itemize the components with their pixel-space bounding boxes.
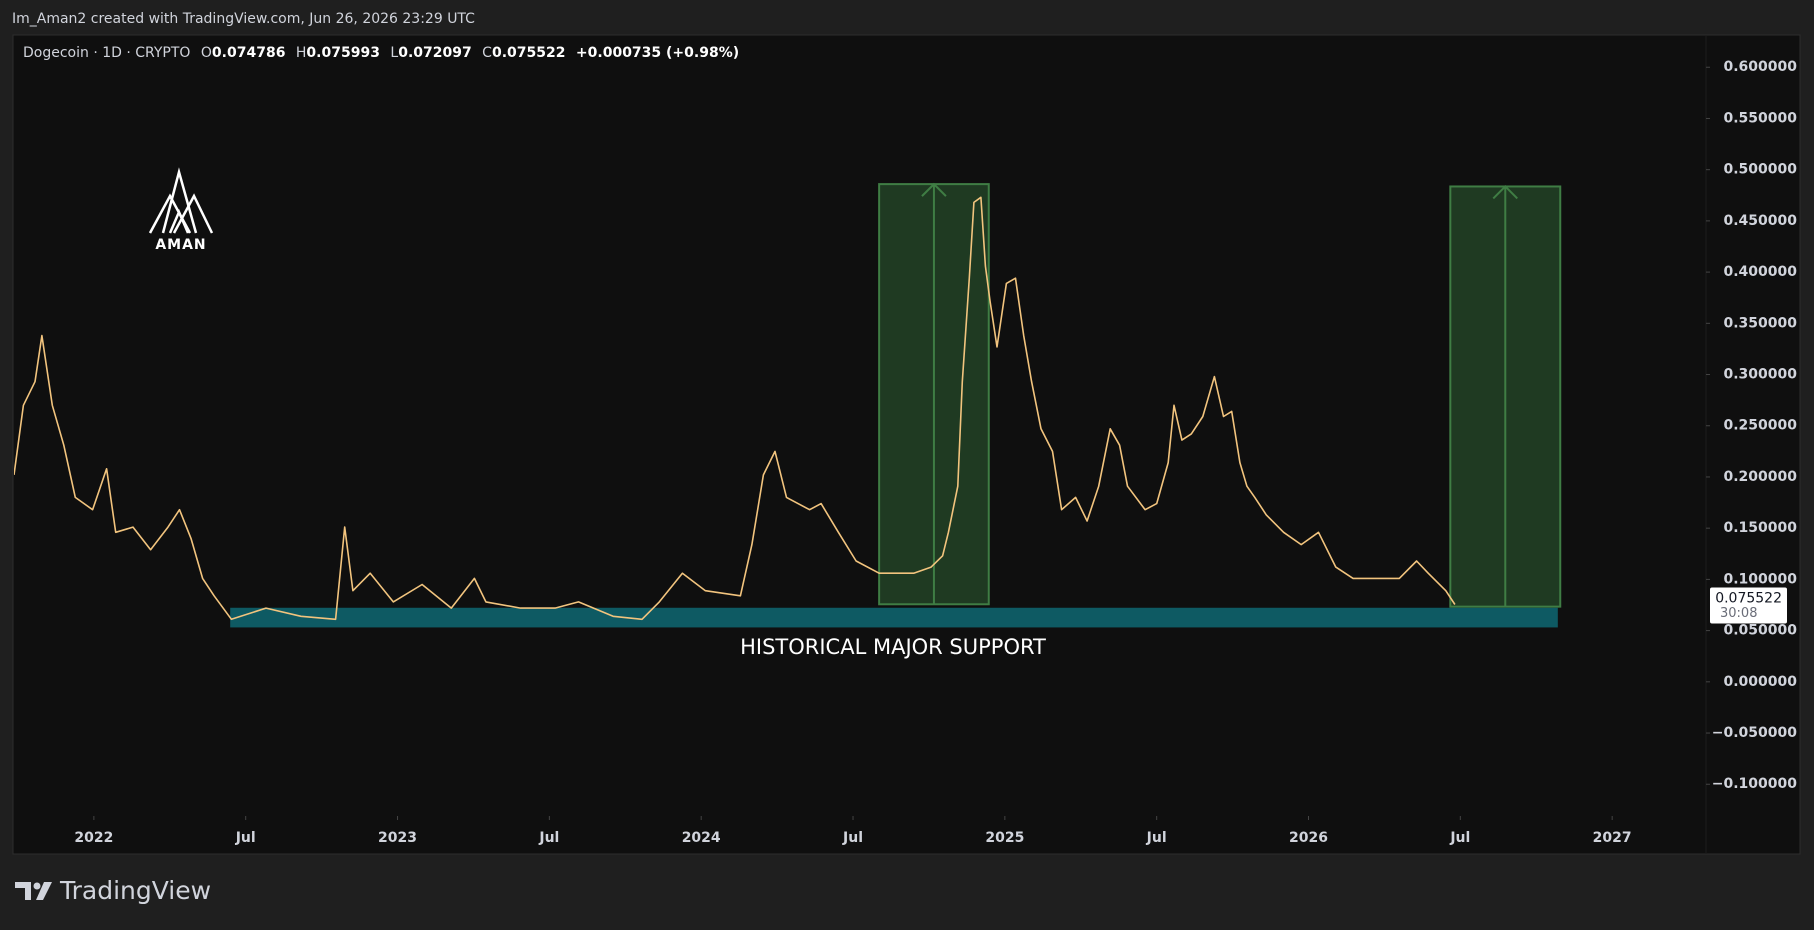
- x-tick-label: 2022: [74, 830, 113, 846]
- y-tick-label: 0.550000: [1723, 110, 1797, 126]
- ohlc-label: L: [390, 45, 398, 61]
- change: +0.000735 (+0.98%): [576, 45, 739, 61]
- logo-shape: [168, 208, 190, 234]
- ohlc-label: H: [296, 45, 307, 61]
- legend: Dogecoin · 1D · CRYPTO O0.074786 H0.0759…: [23, 45, 739, 61]
- logo-shape: [172, 193, 214, 234]
- x-tick-label: Jul: [842, 830, 863, 846]
- x-tick-label: 2025: [985, 830, 1024, 846]
- y-tick-label: 0.150000: [1723, 520, 1797, 536]
- ohlc-value: 0.072097: [398, 45, 472, 61]
- logo-shape: [161, 167, 198, 234]
- ohlc-label: O: [201, 45, 212, 61]
- y-tick-label: 0.250000: [1723, 418, 1797, 434]
- shape-arrow: [921, 182, 947, 605]
- plot-area: [14, 182, 1562, 628]
- footer-icon: [15, 882, 31, 900]
- ohlc-label: C: [482, 45, 492, 61]
- shape: [230, 607, 1558, 628]
- footer: TradingView: [59, 876, 211, 905]
- x-tick-label: Jul: [235, 830, 256, 846]
- y-tick-label: 0.350000: [1723, 315, 1797, 331]
- last-price: 0.075522: [1715, 590, 1782, 606]
- logo-text: AMAN: [155, 237, 206, 253]
- ohlc-value: 0.075522: [492, 45, 566, 61]
- x-tick-label: 2024: [682, 830, 721, 846]
- y-tick-label: 0.500000: [1723, 162, 1797, 178]
- x-tick-label: 2026: [1289, 830, 1328, 846]
- shape-arrow: [1492, 185, 1518, 607]
- y-tick-label: 0.200000: [1723, 469, 1797, 485]
- footer-logo: [15, 882, 52, 900]
- header: Im_Aman2 created with TradingView.com, J…: [12, 11, 475, 27]
- annotation: HISTORICAL MAJOR SUPPORT: [740, 635, 1046, 659]
- ohlc-value: 0.074786: [212, 45, 286, 61]
- last-price-box: [1710, 587, 1787, 624]
- x-tick-label: 2023: [378, 830, 417, 846]
- y-tick-label: 0.450000: [1723, 213, 1797, 229]
- y-tick-label: 0.400000: [1723, 264, 1797, 280]
- price-line: [14, 196, 1456, 621]
- symbol: Dogecoin · 1D · CRYPTO: [23, 45, 190, 61]
- y-tick-label: 0.000000: [1723, 674, 1797, 690]
- y-tick-label: 0.600000: [1723, 59, 1797, 75]
- footer-icon: [36, 882, 52, 900]
- x-tick-label: Jul: [1449, 830, 1470, 846]
- x-tick-label: Jul: [1146, 830, 1167, 846]
- footer-icon: [33, 882, 41, 890]
- y-tick-label: −0.100000: [1712, 776, 1797, 792]
- y-tick-label: 0.100000: [1723, 571, 1797, 587]
- y-tick-label: 0.300000: [1723, 367, 1797, 383]
- countdown: 30:08: [1720, 606, 1757, 621]
- logo: [148, 167, 214, 234]
- ohlc-value: 0.075993: [306, 45, 380, 61]
- y-tick-label: 0.050000: [1723, 623, 1797, 639]
- x-tick-label: 2027: [1593, 830, 1632, 846]
- x-tick-label: Jul: [538, 830, 559, 846]
- y-tick-label: −0.050000: [1712, 725, 1797, 741]
